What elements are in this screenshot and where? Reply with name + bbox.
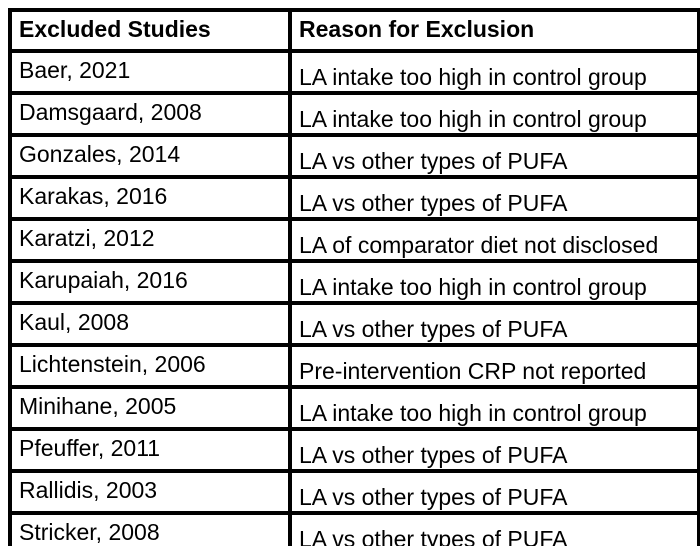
table-row: Damsgaard, 2008 LA intake too high in co… [10, 93, 699, 135]
study-cell: Karupaiah, 2016 [10, 261, 290, 303]
study-cell: Rallidis, 2003 [10, 471, 290, 513]
reason-cell: LA intake too high in control group [290, 387, 699, 429]
reason-cell: LA vs other types of PUFA [290, 429, 699, 471]
table-row: Karatzi, 2012 LA of comparator diet not … [10, 219, 699, 261]
reason-cell: LA of comparator diet not disclosed [290, 219, 699, 261]
reason-cell: LA intake too high in control group [290, 51, 699, 93]
reason-cell: LA vs other types of PUFA [290, 135, 699, 177]
table-row: Lichtenstein, 2006 Pre-intervention CRP … [10, 345, 699, 387]
study-cell: Damsgaard, 2008 [10, 93, 290, 135]
table-row: Karakas, 2016 LA vs other types of PUFA [10, 177, 699, 219]
study-cell: Stricker, 2008 [10, 513, 290, 546]
study-cell: Kaul, 2008 [10, 303, 290, 345]
study-cell: Pfeuffer, 2011 [10, 429, 290, 471]
reason-cell: LA vs other types of PUFA [290, 177, 699, 219]
table-row: Stricker, 2008 LA vs other types of PUFA [10, 513, 699, 546]
table-row: Minihane, 2005 LA intake too high in con… [10, 387, 699, 429]
table-header-row: Excluded Studies Reason for Exclusion [10, 10, 699, 51]
header-reason-for-exclusion: Reason for Exclusion [290, 10, 699, 51]
table-row: Rallidis, 2003 LA vs other types of PUFA [10, 471, 699, 513]
study-cell: Gonzales, 2014 [10, 135, 290, 177]
table-row: Pfeuffer, 2011 LA vs other types of PUFA [10, 429, 699, 471]
reason-cell: LA vs other types of PUFA [290, 303, 699, 345]
reason-cell: LA intake too high in control group [290, 93, 699, 135]
study-cell: Baer, 2021 [10, 51, 290, 93]
table-row: Baer, 2021 LA intake too high in control… [10, 51, 699, 93]
table-row: Gonzales, 2014 LA vs other types of PUFA [10, 135, 699, 177]
reason-cell: LA vs other types of PUFA [290, 471, 699, 513]
study-cell: Karatzi, 2012 [10, 219, 290, 261]
table-row: Kaul, 2008 LA vs other types of PUFA [10, 303, 699, 345]
study-cell: Lichtenstein, 2006 [10, 345, 290, 387]
reason-cell: LA intake too high in control group [290, 261, 699, 303]
table-row: Karupaiah, 2016 LA intake too high in co… [10, 261, 699, 303]
study-cell: Minihane, 2005 [10, 387, 290, 429]
study-cell: Karakas, 2016 [10, 177, 290, 219]
excluded-studies-table: Excluded Studies Reason for Exclusion Ba… [8, 8, 700, 546]
reason-cell: Pre-intervention CRP not reported [290, 345, 699, 387]
header-excluded-studies: Excluded Studies [10, 10, 290, 51]
reason-cell: LA vs other types of PUFA [290, 513, 699, 546]
